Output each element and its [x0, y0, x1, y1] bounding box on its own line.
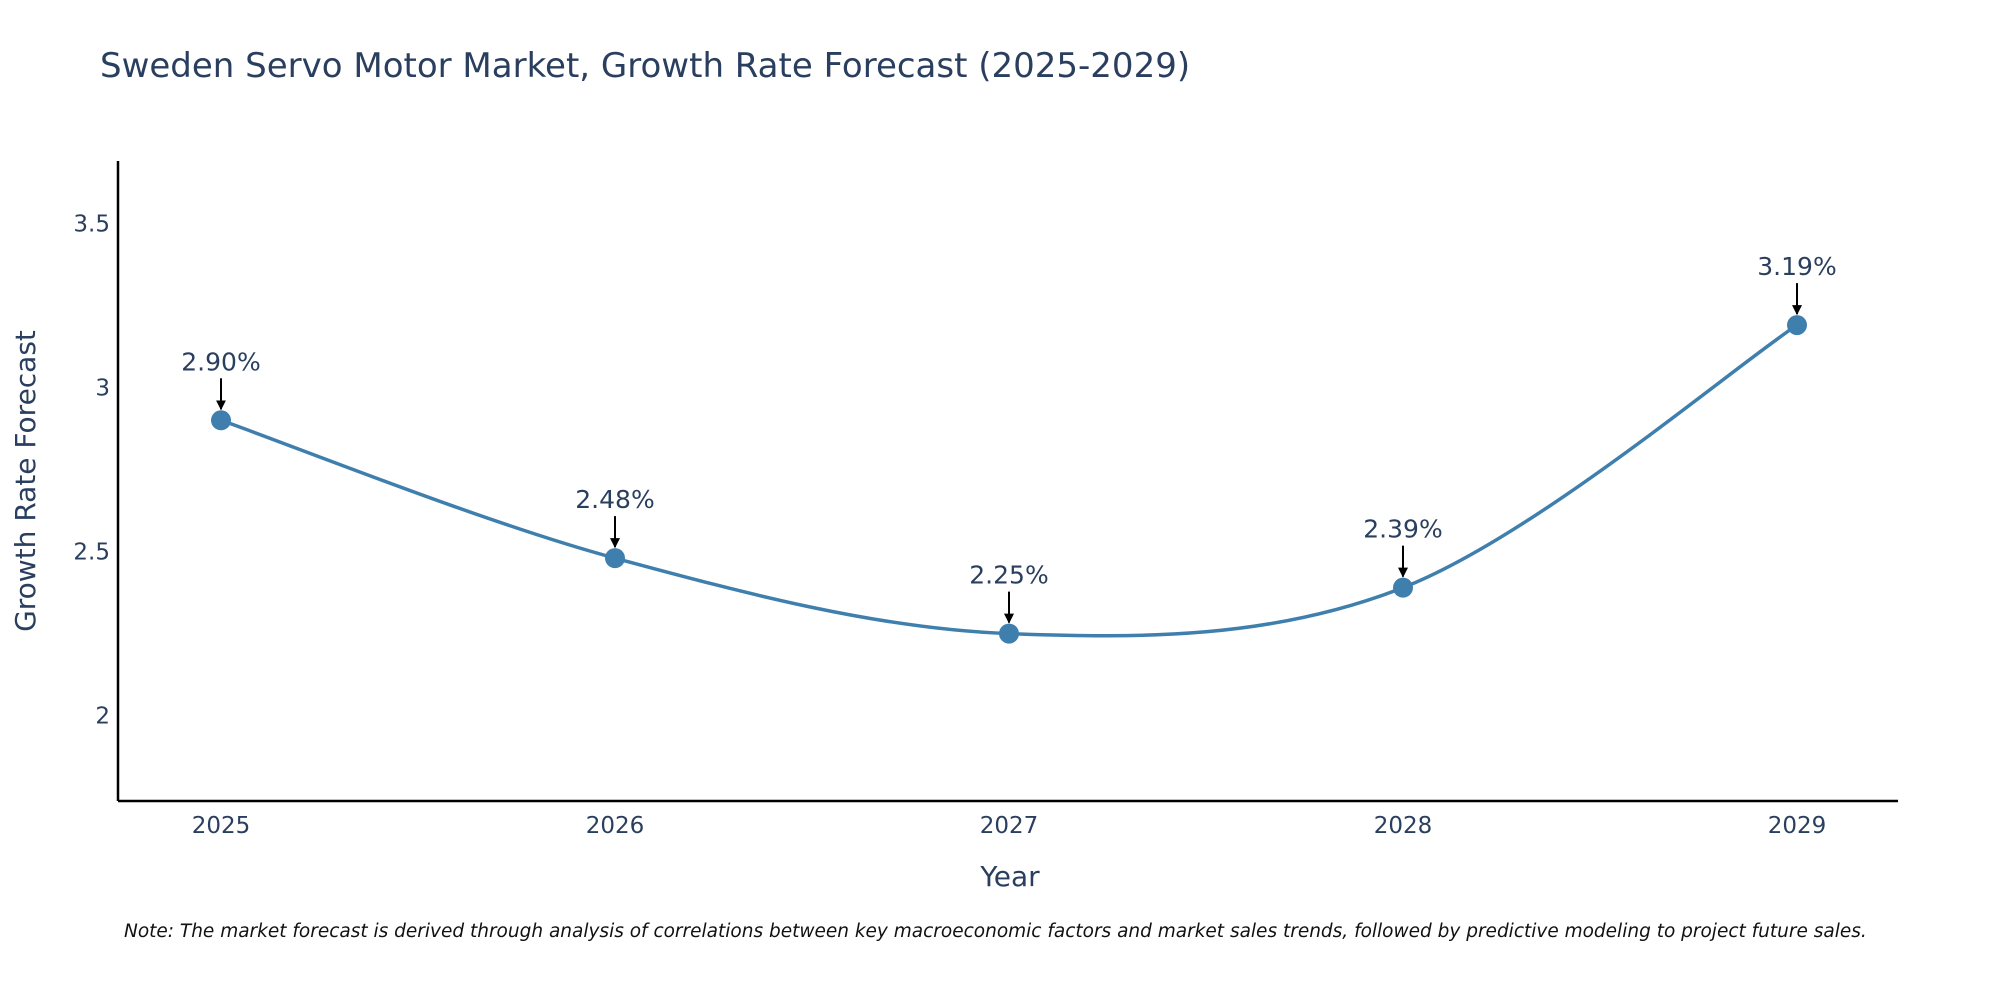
data-label: 2.48%	[575, 485, 654, 514]
chart-title: Sweden Servo Motor Market, Growth Rate F…	[100, 46, 1191, 86]
data-point	[999, 623, 1019, 644]
x-tick-label: 2026	[586, 813, 645, 839]
x-tick-labels: 2025 2026 2027 2028 2029	[192, 813, 1827, 839]
data-point	[1393, 577, 1413, 598]
data-label: 2.25%	[969, 561, 1048, 590]
data-label: 2.90%	[181, 347, 260, 376]
x-axis-title: Year	[979, 860, 1040, 893]
data-label: 3.19%	[1757, 252, 1836, 281]
axes	[116, 161, 1898, 803]
y-tick-label: 2.5	[73, 540, 110, 566]
data-point	[605, 548, 625, 569]
data-point	[1787, 315, 1807, 336]
data-point	[211, 410, 231, 431]
data-annotations: 2.90% 2.48% 2.25% 2.39% 3.19%	[181, 252, 1837, 624]
y-tick-label: 3	[95, 375, 110, 401]
y-tick-labels: 2 2.5 3 3.5	[73, 211, 110, 729]
x-tick-label: 2027	[980, 813, 1039, 839]
x-tick-label: 2025	[192, 813, 251, 839]
data-label: 2.39%	[1363, 515, 1442, 544]
y-tick-label: 2	[95, 704, 110, 730]
y-axis-title: Growth Rate Forecast	[9, 330, 42, 632]
x-tick-label: 2028	[1374, 813, 1433, 839]
y-tick-label: 3.5	[73, 211, 110, 237]
series-markers	[211, 315, 1807, 644]
x-tick-label: 2029	[1768, 813, 1827, 839]
chart-note: Note: The market forecast is derived thr…	[124, 921, 1867, 942]
